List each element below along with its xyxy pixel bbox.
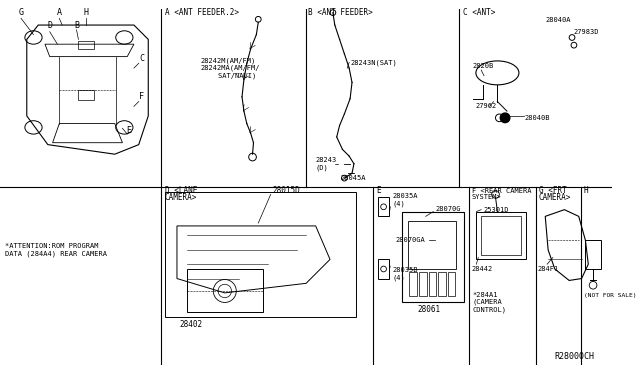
Text: 28402: 28402 <box>180 320 203 329</box>
Text: 28070GA: 28070GA <box>396 237 426 243</box>
Text: 284F1: 284F1 <box>538 266 559 272</box>
Circle shape <box>500 113 510 123</box>
Text: E: E <box>376 186 381 195</box>
Text: 28045A: 28045A <box>340 175 366 181</box>
Text: R28000CH: R28000CH <box>555 353 595 362</box>
Text: 27962: 27962 <box>476 103 497 109</box>
Text: H: H <box>584 186 588 195</box>
Text: CAMERA>: CAMERA> <box>164 193 197 202</box>
Bar <box>186 269 263 312</box>
Bar <box>164 192 356 317</box>
Text: 28243N(SAT): 28243N(SAT) <box>350 59 397 65</box>
Bar <box>79 41 93 49</box>
Bar <box>419 272 427 296</box>
Text: 28070G: 28070G <box>435 206 461 212</box>
Text: C: C <box>139 54 144 63</box>
Text: 27983D: 27983D <box>574 29 600 35</box>
Text: 28040A: 28040A <box>545 17 571 23</box>
Bar <box>378 197 389 217</box>
Text: A: A <box>57 8 62 17</box>
Text: H: H <box>84 8 88 17</box>
Text: 25301D: 25301D <box>483 207 509 213</box>
Text: 28035B
(4): 28035B (4) <box>392 267 418 280</box>
Text: B: B <box>74 20 79 29</box>
Text: 28442: 28442 <box>472 266 493 272</box>
Text: E: E <box>127 126 132 135</box>
Bar <box>429 272 436 296</box>
Bar <box>447 272 455 296</box>
Bar <box>481 217 522 254</box>
Bar <box>476 212 526 259</box>
Text: G: G <box>19 8 24 17</box>
Text: 28040B: 28040B <box>524 115 550 121</box>
Bar <box>378 259 389 279</box>
Text: *284A1
(CAMERA
CONTROL): *284A1 (CAMERA CONTROL) <box>472 292 506 313</box>
Text: 28242M(AM/FM)
28242MA(AM/FM/
    SAT/NAVI): 28242M(AM/FM) 28242MA(AM/FM/ SAT/NAVI) <box>201 57 260 79</box>
Text: F <REAR CAMERA: F <REAR CAMERA <box>472 187 531 193</box>
Text: A <ANT FEEDER.2>: A <ANT FEEDER.2> <box>164 8 239 17</box>
Text: 28035A
(4): 28035A (4) <box>392 193 418 207</box>
Text: F: F <box>139 92 144 101</box>
Text: 28015D: 28015D <box>273 186 300 195</box>
Text: 28061: 28061 <box>417 305 440 314</box>
Text: B <ANT FEEDER>: B <ANT FEEDER> <box>308 8 372 17</box>
Bar <box>402 212 464 302</box>
Text: *ATTENTION:ROM PROGRAM
DATA (284A4) REAR CAMERA: *ATTENTION:ROM PROGRAM DATA (284A4) REAR… <box>4 243 107 257</box>
Bar <box>410 272 417 296</box>
Text: 28243
(D): 28243 (D) <box>316 157 337 170</box>
Bar <box>408 221 456 269</box>
Text: G <FRT: G <FRT <box>538 186 566 195</box>
Bar <box>79 90 93 100</box>
Text: D <LANE: D <LANE <box>164 186 197 195</box>
Text: (NOT FOR SALE): (NOT FOR SALE) <box>584 293 636 298</box>
Text: CAMERA>: CAMERA> <box>538 193 571 202</box>
Bar <box>586 240 601 269</box>
Text: SYSTEM>: SYSTEM> <box>472 194 501 200</box>
Text: D: D <box>47 20 52 29</box>
Text: 2820B: 2820B <box>472 63 494 69</box>
Text: C <ANT>: C <ANT> <box>463 8 495 17</box>
Bar <box>438 272 445 296</box>
